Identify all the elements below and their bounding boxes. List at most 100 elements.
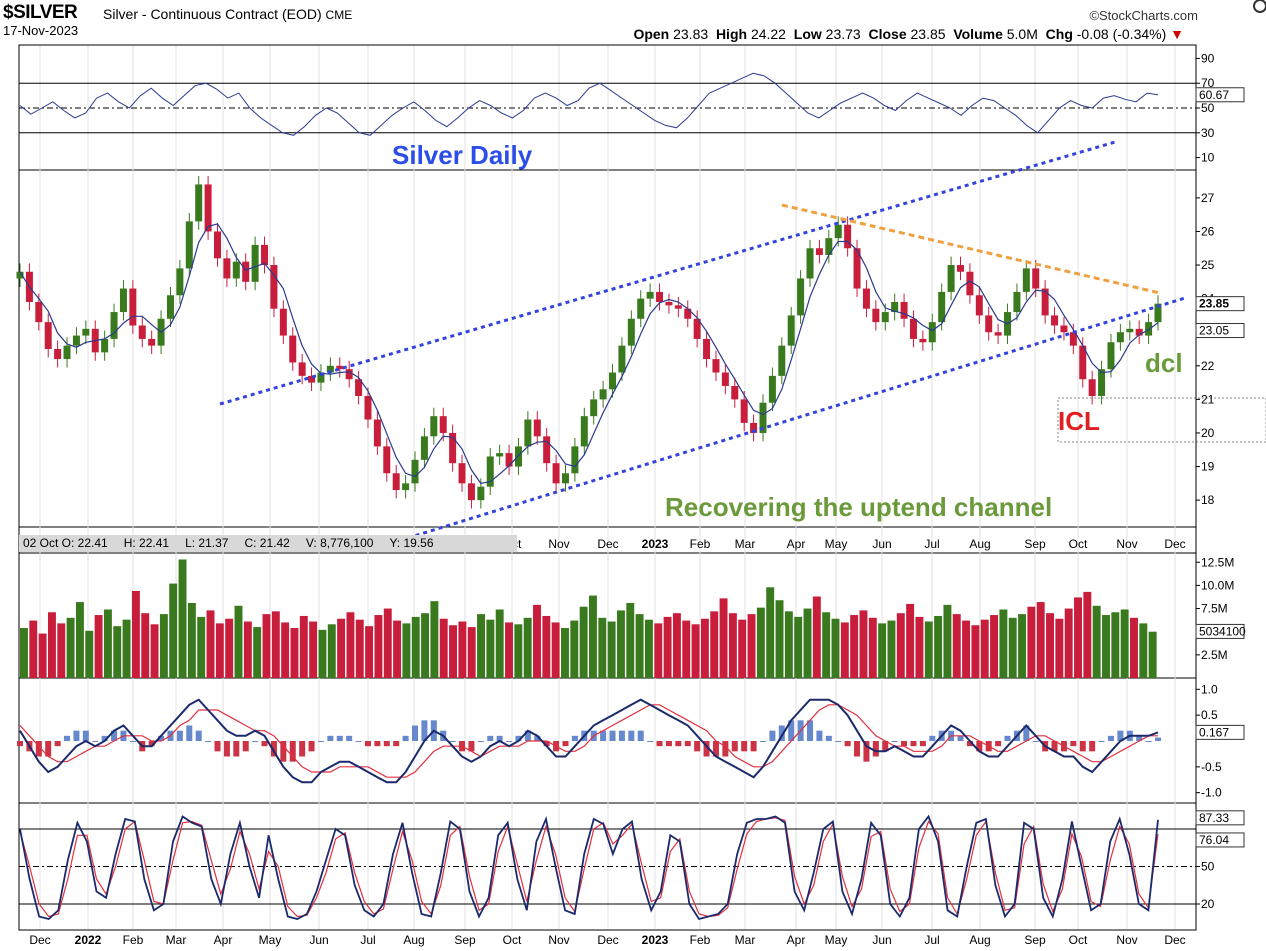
volume-bar [346, 612, 355, 678]
volume-bar [1046, 613, 1054, 678]
volume-bar [682, 620, 691, 678]
candle-body [731, 385, 739, 400]
volume-bar [980, 619, 989, 678]
price-x-tick-label: Feb [690, 537, 711, 551]
volume-bar [700, 618, 709, 678]
volume-bar [215, 623, 224, 678]
bottom-x-tick-label: Nov [548, 933, 569, 947]
candle-body [54, 349, 62, 360]
price-x-tick-label: May [825, 537, 848, 551]
macd-histogram-bar [976, 741, 983, 752]
candle-body [289, 335, 297, 363]
volume-bar [29, 620, 38, 678]
dw-high: H: 22.41 [123, 536, 170, 550]
volume-bar [859, 610, 868, 678]
annotation-channel-note: Recovering the uptend channel [665, 492, 1052, 522]
macd-histogram-bar [600, 730, 607, 741]
candle-body [110, 312, 118, 339]
bottom-x-tick-label: Feb [123, 933, 144, 947]
volume-bar [1074, 597, 1082, 678]
volume-bar [141, 613, 150, 678]
macd-histogram-bar [374, 741, 381, 747]
annotations: Silver Daily Recovering the uptend channe… [392, 140, 1183, 522]
macd-histogram-bar [835, 741, 842, 742]
volume-bar [57, 623, 66, 678]
volume-bar [784, 611, 793, 678]
value-box [1195, 832, 1245, 848]
bottom-x-tick-label: May [259, 933, 282, 947]
volume-bar [812, 596, 821, 678]
macd-histogram-bar [54, 741, 61, 747]
macd-histogram-bar [1136, 735, 1143, 741]
volume-bar [467, 627, 476, 678]
macd-histogram-bar [383, 741, 390, 747]
volume-bar [411, 616, 420, 678]
volume-bar [178, 559, 187, 678]
annotation-title: Silver Daily [392, 140, 533, 170]
macd-histogram-bar [242, 741, 249, 752]
dw-date: 02 Oct O: 22.41 [23, 536, 108, 550]
candle-body [665, 301, 673, 306]
candle-body [806, 248, 814, 279]
volume-bar [393, 620, 402, 678]
macd-histogram-bar [412, 725, 419, 741]
axis-tick-label: 70 [1201, 76, 1215, 90]
candle-body [599, 389, 607, 400]
candle-body [712, 359, 720, 373]
settings-corner-icon[interactable] [1250, 0, 1266, 16]
value-box-label: 0.167 [1199, 725, 1229, 739]
macd-histogram-bar [1155, 737, 1161, 741]
volume-bar [924, 621, 933, 678]
volume-bar [486, 619, 495, 678]
volume-bar [1120, 609, 1129, 678]
value-box [1195, 87, 1245, 103]
candle-body [148, 338, 156, 346]
candle-body [759, 402, 767, 433]
macd-histogram-bar [289, 741, 296, 762]
candle-body [750, 422, 758, 433]
volume-bar [1092, 605, 1101, 678]
price-x-tick-label: Aug [969, 537, 990, 551]
value-box-label: 60.67 [1199, 88, 1229, 102]
macd-histogram-bar [1117, 730, 1124, 741]
volume-bar [728, 613, 737, 678]
stoch-d-line [19, 817, 1159, 918]
volume-bar [365, 626, 374, 678]
macd-histogram-bar [393, 741, 400, 747]
candle-body [364, 396, 372, 420]
axis-tick-label: 2.5M [1201, 648, 1228, 662]
volume-bar [458, 621, 467, 678]
value-box [1195, 323, 1245, 339]
volume-bar [533, 604, 541, 678]
candle-body [185, 221, 193, 269]
candle-body [449, 432, 457, 464]
symbol-description: Silver - Continuous Contract (EOD) CME [103, 6, 353, 22]
volume-bar [822, 612, 831, 678]
annotation-dcl: dcl [1145, 348, 1183, 378]
macd-histogram-bar [712, 741, 719, 757]
candle-body [618, 345, 626, 373]
candle-body [16, 271, 24, 279]
volume-bar [896, 613, 905, 678]
candle-body [646, 291, 654, 299]
macd-histogram-bar [609, 730, 616, 741]
axis-tick-label: -0.5 [1201, 760, 1222, 774]
candle-body [383, 446, 391, 474]
volume-bar [159, 614, 168, 678]
volume-bar [1111, 612, 1120, 678]
axis-tick-label: 10.0M [1201, 578, 1234, 592]
macd-line [19, 698, 1159, 784]
macd-histogram-bar [261, 741, 268, 747]
candle-body [72, 335, 80, 346]
volume-bar [374, 615, 383, 678]
macd-histogram-bar [1145, 741, 1152, 742]
candle-body [1013, 291, 1021, 313]
volume-bar [514, 624, 523, 678]
macd-histogram-bar [364, 741, 371, 747]
candle-body [308, 375, 316, 383]
volume-bar [635, 614, 644, 678]
candle-body [844, 224, 852, 249]
volume-bar [616, 610, 625, 678]
volume-bar [253, 627, 262, 678]
